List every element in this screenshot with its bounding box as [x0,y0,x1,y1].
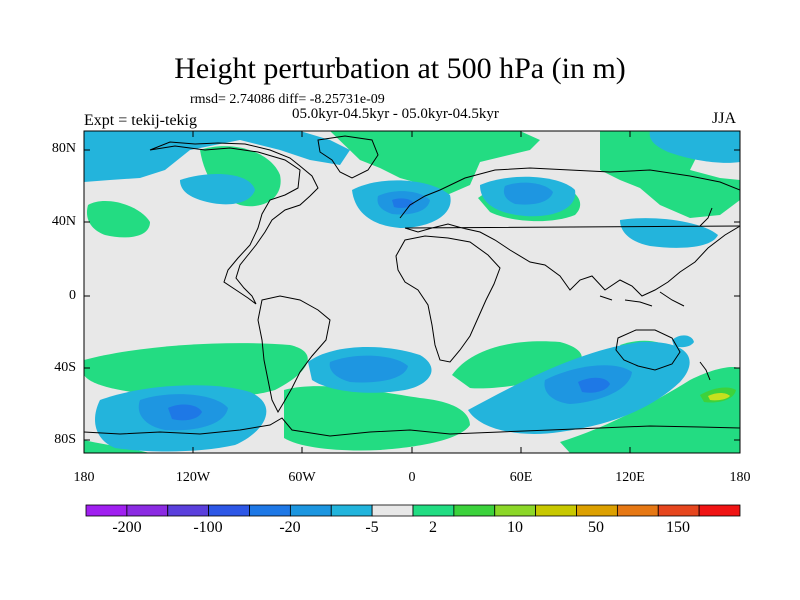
lon-label: 60W [288,470,316,485]
colorbar-swatch [453,504,496,517]
north-america-coastline [149,141,319,305]
maritime-continent-coastline [599,291,685,307]
season-label: JJA [712,110,737,127]
lat-label: 80S [54,432,76,447]
anomaly-region [392,198,414,208]
greenland-coastline [317,135,379,179]
coastlines [84,135,740,437]
lat-label: 80N [51,141,76,156]
colorbar-swatch [698,504,741,517]
colorbar-swatch [576,504,618,517]
lat-label: 40N [51,214,76,229]
lon-label: 180 [729,470,751,485]
anomaly-region [86,201,150,238]
map-panel [84,131,740,453]
colorbar-swatch [208,504,250,517]
colorbar-label: 50 [588,519,604,536]
anomaly-region [600,131,740,218]
colorbar-swatch [85,504,128,517]
anomaly-region [168,404,202,421]
australia-coastline [615,329,681,371]
anomaly-region [578,377,610,393]
lat-label: 0 [69,288,76,303]
anomaly-region [708,393,730,401]
experiment-label: Expt = tekij-tekig [84,112,197,129]
anomaly-region [560,367,740,453]
colorbar-label: 150 [666,519,690,536]
colorbar-label: -20 [279,519,301,536]
africa-coastline [395,235,501,363]
anomaly-region [284,386,470,451]
south-america-coastline [257,295,331,414]
colorbar-label: 10 [507,519,523,536]
lon-label: 0 [408,470,416,485]
colorbar-label: -200 [112,519,142,536]
strongest-positive-regions [708,393,730,401]
lon-label: 60E [509,470,533,485]
colorbar-swatch [535,504,577,517]
strongest-negative-regions [168,198,610,421]
colorbar-swatch [249,504,291,517]
lat-label: 40S [54,360,76,375]
anomaly-region [649,131,740,163]
colorbar-label: -100 [193,519,223,536]
colorbar-swatch [126,504,169,517]
eurasia-coastline [399,167,740,297]
anomaly-region [84,343,308,398]
anomaly-region [330,131,540,198]
period-label: 05.0kyr-04.5kyr - 05.0kyr-04.5kyr [292,106,499,122]
new-zealand-coastline [699,361,711,381]
anomaly-region [672,335,694,348]
lat-ticks [84,149,740,441]
lon-label: 180 [73,470,95,485]
colorbar-swatch [616,504,659,517]
colorbar-label: -5 [365,519,379,536]
stats-label: rmsd= 2.74086 diff= -8.25731e-09 [190,92,385,107]
anomaly-region [329,355,408,383]
colorbar-swatch [494,504,537,517]
anomaly-region [180,174,255,205]
colorbar-swatch [167,504,210,517]
colorbar-swatch [330,504,373,517]
colorbar-swatch [371,504,414,517]
colorbar-label: 2 [429,519,437,536]
lon-ticks [192,131,631,453]
antarctica-coastline [84,417,740,437]
map-title: Height perturbation at 500 hPa (in m) [174,52,626,85]
colorbar [85,504,741,517]
anomaly-region [620,218,718,248]
colorbar-swatch [412,504,455,517]
colorbar-swatch [657,504,700,517]
lon-label: 120W [175,470,211,485]
anomaly-region [503,182,553,205]
anomaly-region [84,131,350,182]
japan-coastline [699,207,713,227]
colorbar-swatch [289,504,332,517]
lon-label: 120E [615,470,645,485]
